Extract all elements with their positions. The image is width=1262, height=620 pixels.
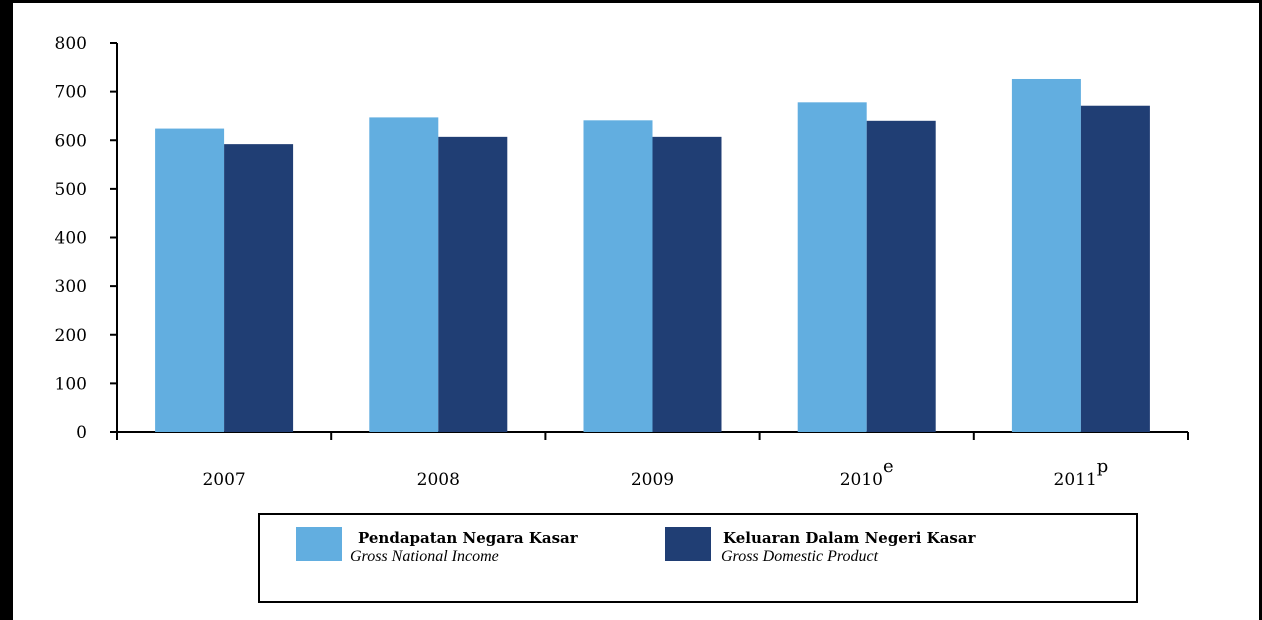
x-tick-label-2007: 2007 <box>202 470 245 490</box>
bar-gni-2010 <box>797 102 867 432</box>
legend-label-gni: Pendapatan Negara Kasar <box>358 529 578 547</box>
bar-gdp-2009 <box>652 136 722 432</box>
bar-gni-2009 <box>583 120 653 432</box>
bar-gni-2007 <box>155 128 225 432</box>
y-tick-label: 800 <box>55 34 87 54</box>
y-tick-label: 400 <box>55 229 87 249</box>
y-tick-label: 0 <box>76 423 87 443</box>
x-tick-label-2009: 2009 <box>631 470 674 490</box>
legend-label-gdp: Keluaran Dalam Negeri Kasar <box>723 529 976 547</box>
bar-gdp-2011 <box>1080 105 1150 432</box>
legend-swatch-gni <box>296 527 342 561</box>
y-tick-label: 700 <box>55 83 87 103</box>
y-tick-label: 100 <box>55 374 87 394</box>
bar-gdp-2007 <box>224 144 294 432</box>
x-tick-superscript: e <box>883 456 894 477</box>
bar-gni-2008 <box>369 117 439 433</box>
bar-gdp-2008 <box>438 136 508 432</box>
x-tick-superscript: p <box>1097 456 1109 477</box>
x-tick-label-2008: 2008 <box>417 470 460 490</box>
chart-bars <box>155 78 1150 433</box>
y-tick-label: 200 <box>55 326 87 346</box>
x-tick-label-2010: 2010e <box>840 456 894 490</box>
chart-legend: Pendapatan Negara Kasar Gross National I… <box>258 513 1138 603</box>
y-tick-label: 500 <box>55 180 87 200</box>
legend-sublabel-gdp: Gross Domestic Product <box>721 548 879 565</box>
legend-sublabel-gni: Gross National Income <box>350 548 499 565</box>
legend-swatch-gdp <box>665 527 711 561</box>
y-tick-label: 300 <box>55 277 87 297</box>
y-tick-label: 600 <box>55 131 87 151</box>
bar-gdp-2010 <box>866 120 936 433</box>
bar-gni-2011 <box>1011 78 1081 433</box>
x-tick-label-2011: 2011p <box>1054 456 1109 490</box>
